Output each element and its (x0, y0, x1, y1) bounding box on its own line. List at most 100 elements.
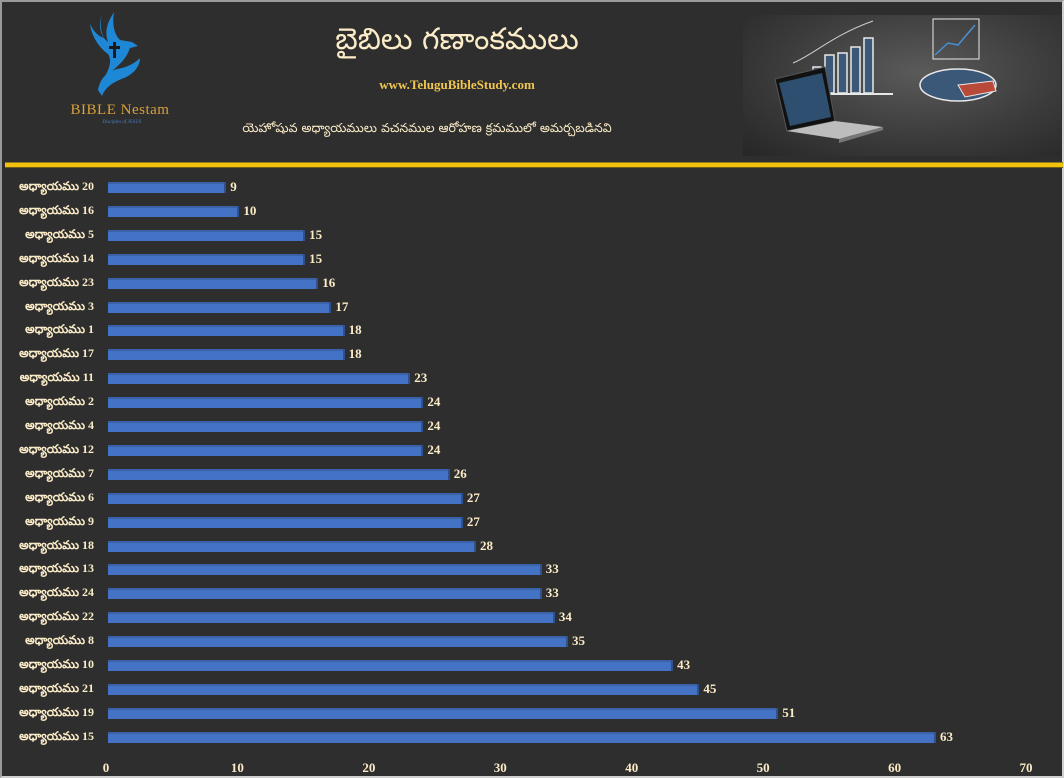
bar (108, 253, 304, 265)
bar (108, 492, 461, 504)
bar (108, 731, 934, 743)
x-axis-tick-label: 50 (756, 760, 770, 775)
laptop-charts-illustration (774, 18, 997, 143)
bar-row: అధ్యాయము 5 15 (2, 222, 1064, 246)
bar-row: అధ్యాయము 14 15 (2, 246, 1064, 270)
bar (108, 540, 474, 552)
laptop-analytics-image (743, 15, 1061, 156)
bar (108, 397, 422, 409)
bar (108, 205, 238, 217)
bar (108, 301, 330, 313)
bar (108, 421, 422, 432)
bar-row: అధ్యాయము 12 24 (2, 437, 1064, 461)
category-label: అధ్యాయము 21 (19, 680, 94, 695)
category-label: అధ్యాయము 24 (19, 585, 94, 600)
data-label: 63 (940, 728, 953, 744)
website-link[interactable]: www.TeluguBibleStudy.com (379, 77, 535, 92)
bar-row: అధ్యాయము 2 24 (2, 389, 1064, 413)
category-label: అధ్యాయము 6 (25, 489, 94, 504)
bar (108, 516, 461, 528)
page-title: బైబిలు గణాంకములు (335, 22, 579, 57)
bar-row: అధ్యాయము 20 9 (2, 174, 1064, 198)
category-label: అధ్యాయము 3 (25, 298, 94, 313)
bar-row: అధ్యాయము 18 28 (2, 533, 1064, 557)
data-label: 18 (348, 346, 362, 362)
category-label: అధ్యాయము 13 (19, 561, 94, 576)
x-axis-tick-label: 10 (230, 760, 244, 775)
data-label: 10 (243, 202, 257, 218)
bar (108, 636, 566, 648)
data-label: 45 (703, 680, 717, 696)
bar-row: అధ్యాయము 4 24 (2, 413, 1064, 437)
bar-row: అధ్యాయము 10 43 (2, 652, 1064, 676)
category-label: అధ్యాయము 5 (25, 226, 94, 241)
bar (108, 277, 317, 289)
bar-row: అధ్యాయము 16 10 (2, 198, 1064, 222)
bar-row: అధ్యాయము 8 35 (2, 628, 1064, 652)
bar-row: అధ్యాయము 15 63 (2, 724, 1064, 748)
category-label: అధ్యాయము 22 (19, 609, 94, 624)
bar-row: అధ్యాయము 17 18 (2, 341, 1064, 365)
x-axis-tick-label: 30 (493, 760, 507, 775)
gold-divider (5, 162, 1063, 168)
bar-row: అధ్యాయము 7 26 (2, 461, 1064, 485)
data-label: 35 (572, 633, 585, 649)
bar-row: అధ్యాయము 19 51 (2, 700, 1064, 724)
data-label: 23 (414, 370, 428, 386)
x-axis-tick-label: 40 (625, 760, 639, 775)
bar-row: అధ్యాయము 21 45 (2, 676, 1064, 700)
bar (108, 325, 343, 337)
data-label: 15 (309, 250, 323, 266)
data-label: 27 (466, 489, 480, 505)
category-label: అధ్యాయము 9 (25, 513, 94, 528)
data-label: 24 (427, 394, 441, 410)
data-label: 9 (230, 179, 237, 194)
bible-nestam-logo: BIBLE Nestam Disciples of JESUS (42, 8, 187, 128)
bar-row: అధ్యాయము 1 18 (2, 317, 1064, 341)
category-label: అధ్యాయము 1 (25, 322, 94, 337)
logo-text: BIBLE Nestam (70, 102, 170, 118)
bar (108, 229, 304, 241)
bar (108, 468, 448, 480)
category-label: అధ్యాయము 23 (19, 274, 94, 289)
bar-row: అధ్యాయము 11 23 (2, 365, 1064, 389)
data-label: 43 (677, 657, 691, 672)
data-label: 33 (545, 585, 559, 601)
x-axis-tick-label: 60 (888, 760, 902, 775)
bar (108, 444, 422, 456)
category-label: అధ్యాయము 10 (19, 657, 94, 671)
data-label: 27 (466, 513, 480, 529)
bar-row: అధ్యాయము 3 17 (2, 294, 1064, 318)
bar (108, 707, 777, 719)
category-label: అధ్యాయము 20 (19, 179, 94, 193)
category-label: అధ్యాయము 12 (19, 441, 94, 456)
bar-row: అధ్యాయము 6 27 (2, 485, 1064, 509)
category-label: అధ్యాయము 14 (19, 250, 94, 265)
data-label: 28 (480, 537, 493, 553)
bar-row: అధ్యాయము 9 27 (2, 509, 1064, 533)
category-label: అధ్యాయము 11 (19, 370, 94, 385)
category-label: అధ్యాయము 17 (19, 346, 94, 361)
category-label: అధ్యాయము 15 (19, 728, 94, 743)
data-label: 51 (782, 704, 796, 720)
bar (108, 564, 540, 576)
category-label: అధ్యాయము 7 (25, 465, 94, 480)
bar (108, 683, 698, 695)
data-label: 15 (309, 226, 323, 242)
bar-row: అధ్యాయము 24 33 (2, 580, 1064, 604)
data-label: 26 (453, 465, 467, 481)
data-label: 33 (545, 561, 559, 577)
bar (108, 660, 672, 671)
bar (108, 373, 409, 385)
bar-row: అధ్యాయము 13 33 (2, 556, 1064, 580)
bar (108, 588, 540, 600)
category-label: అధ్యాయము 4 (25, 418, 94, 432)
data-label: 18 (348, 322, 362, 338)
category-label: అధ్యాయము 8 (25, 633, 94, 648)
category-label: అధ్యాయము 16 (19, 202, 94, 217)
x-axis-tick-label: 20 (362, 760, 376, 775)
x-axis-tick-label: 0 (102, 760, 110, 775)
bar-row: అధ్యాయము 23 16 (2, 270, 1064, 294)
bar (108, 182, 225, 193)
